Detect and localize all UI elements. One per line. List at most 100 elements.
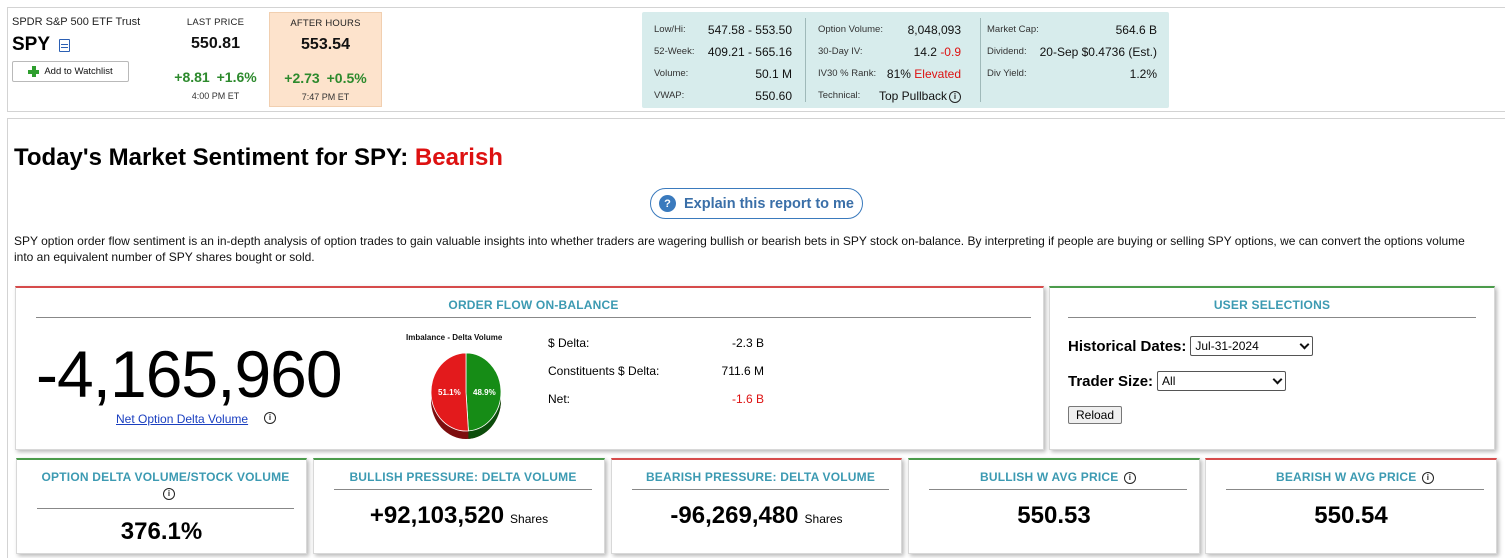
stat-value: 14.2 -0.9 bbox=[914, 41, 961, 63]
watchlist-label: Add to Watchlist bbox=[44, 66, 113, 77]
stat-value: 20-Sep $0.4736 (Est.) bbox=[1039, 45, 1157, 59]
page-title: Today's Market Sentiment for SPY: Bearis… bbox=[14, 144, 503, 172]
after-hours-label: AFTER HOURS bbox=[290, 18, 361, 29]
trader-size-value: All bbox=[1162, 374, 1176, 388]
stat-value: Top Pullback i bbox=[879, 85, 961, 107]
bearish-avg-title-text: BEARISH W AVG PRICE bbox=[1275, 470, 1417, 484]
after-hours-time: 7:47 PM ET bbox=[301, 92, 350, 102]
stat-label: VWAP: bbox=[654, 90, 685, 101]
chevron-down-icon bbox=[1272, 374, 1283, 384]
imbalance-pie-chart: 51.1% 48.9% bbox=[430, 352, 502, 439]
stat-label: Low/Hi: bbox=[654, 24, 686, 35]
bearish-pressure-number: -96,269,480 bbox=[670, 502, 799, 529]
bullish-pressure-value: +92,103,520 Shares bbox=[314, 502, 604, 530]
ticker-symbol: SPY bbox=[12, 34, 71, 56]
bullish-avg-title-text: BULLISH W AVG PRICE bbox=[979, 470, 1119, 484]
stat-value: 547.58 - 553.50 bbox=[707, 23, 792, 37]
bullish-pressure-title: BULLISH PRESSURE: DELTA VOLUME bbox=[334, 470, 592, 490]
stat-row: Option Volume: 8,048,093 bbox=[818, 19, 961, 41]
main-content bbox=[7, 118, 1505, 558]
bearish-avg-price-value: 550.54 bbox=[1314, 502, 1388, 529]
stat-value: 50.1 M bbox=[755, 67, 792, 81]
pie-label-bearish: 51.1% bbox=[438, 388, 461, 397]
pie-side-bullish bbox=[468, 392, 501, 439]
pie-slice-bearish bbox=[430, 352, 469, 432]
metric-row: Net: -1.6 B bbox=[548, 392, 764, 420]
metric-label: $ Delta: bbox=[548, 336, 590, 350]
order-flow-title: ORDER FLOW ON-BALANCE bbox=[36, 298, 1031, 318]
net-option-delta-volume-link[interactable]: Net Option Delta Volume bbox=[116, 412, 249, 426]
pie-label-bullish: 48.9% bbox=[473, 388, 496, 397]
historical-dates-label: Historical Dates: bbox=[1068, 337, 1187, 355]
bullish-avg-price-title: BULLISH W AVG PRICE i bbox=[929, 470, 1187, 490]
stat-value: 1.2% bbox=[1129, 67, 1157, 81]
metric-row: $ Delta: -2.3 B bbox=[548, 336, 764, 364]
stat-value: 564.6 B bbox=[1115, 23, 1157, 37]
stats-divider bbox=[805, 18, 806, 102]
stat-label: 30-Day IV: bbox=[818, 46, 863, 57]
ratio-title: OPTION DELTA VOLUME/STOCK VOLUME bbox=[37, 470, 294, 509]
stats-panel: Low/Hi: 547.58 - 553.50 52-Week: 409.21 - … bbox=[642, 12, 1169, 108]
stat-row: Technical: Top Pullback i bbox=[818, 85, 961, 107]
metric-label: Net: bbox=[548, 392, 571, 406]
plus-icon bbox=[28, 66, 40, 77]
stats-divider bbox=[980, 18, 981, 102]
question-icon: ? bbox=[659, 195, 676, 212]
ivrank-value: 81% bbox=[886, 67, 911, 81]
stat-label: Technical: bbox=[818, 90, 861, 101]
ratio-card: OPTION DELTA VOLUME/STOCK VOLUME i 376.1… bbox=[16, 458, 307, 554]
document-icon[interactable] bbox=[59, 38, 71, 52]
metric-row: Constituents $ Delta: 711.6 M bbox=[548, 364, 764, 392]
historical-dates-select[interactable]: Jul-31-2024 bbox=[1190, 336, 1314, 356]
technical-value: Top Pullback bbox=[878, 89, 947, 103]
bearish-pressure-value: -96,269,480 Shares bbox=[612, 502, 901, 530]
bearish-pressure-title: BEARISH PRESSURE: DELTA VOLUME bbox=[632, 470, 889, 490]
stat-label: IV30 % Rank: bbox=[818, 68, 877, 79]
trader-size-row: Trader Size: All bbox=[1068, 371, 1287, 391]
historical-dates-value: Jul-31-2024 bbox=[1195, 339, 1259, 353]
bullish-avg-price-card: BULLISH W AVG PRICE i 550.53 bbox=[908, 458, 1200, 554]
stat-value: 550.60 bbox=[755, 89, 792, 103]
report-description: SPY option order flow sentiment is an in… bbox=[14, 234, 1465, 264]
stat-row: Div Yield: 1.2% bbox=[987, 63, 1157, 85]
ivrank-status: Elevated bbox=[914, 67, 961, 81]
last-price-value: 550.81 bbox=[191, 35, 240, 52]
explain-report-button[interactable]: ? Explain this report to me bbox=[650, 188, 863, 219]
sentiment-label: Bearish bbox=[414, 144, 503, 171]
after-hours-price: 553.54 bbox=[301, 36, 350, 53]
stat-value: 409.21 - 565.16 bbox=[707, 45, 792, 59]
after-hours-block: AFTER HOURS 553.54 +2.73 +0.5% 7:47 PM E… bbox=[269, 12, 382, 107]
chevron-down-icon bbox=[1299, 339, 1310, 349]
after-hours-change: +2.73 +0.5% bbox=[270, 70, 381, 86]
stat-label: 52-Week: bbox=[654, 46, 695, 57]
metric-value: -2.3 B bbox=[731, 336, 764, 350]
stat-row: Low/Hi: 547.58 - 553.50 bbox=[654, 19, 792, 41]
info-icon[interactable]: i bbox=[1124, 471, 1136, 484]
trader-size-select[interactable]: All bbox=[1157, 371, 1287, 391]
delta-metrics: $ Delta: -2.3 B Constituents $ Delta: 711.… bbox=[548, 336, 764, 420]
info-icon[interactable]: i bbox=[163, 488, 175, 500]
after-change-pct: +0.5% bbox=[326, 70, 367, 86]
stat-label: Market Cap: bbox=[987, 24, 1039, 35]
bearish-avg-price-card: BEARISH W AVG PRICE i 550.54 bbox=[1205, 458, 1497, 554]
info-icon[interactable]: i bbox=[264, 412, 276, 424]
info-icon[interactable]: i bbox=[1422, 471, 1435, 484]
stat-label: Option Volume: bbox=[818, 24, 883, 35]
add-to-watchlist-button[interactable]: Add to Watchlist bbox=[12, 61, 129, 82]
last-change-abs: +8.81 bbox=[174, 69, 210, 85]
last-price-block: LAST PRICE 550.81 +8.81 +1.6% 4:00 PM ET bbox=[159, 8, 272, 106]
stat-value: 81% Elevated bbox=[887, 63, 961, 85]
quote-header: SPDR S&P 500 ETF Trust SPY Add to Watchl… bbox=[7, 7, 1505, 112]
metric-label: Constituents $ Delta: bbox=[548, 364, 660, 378]
after-change-abs: +2.73 bbox=[284, 70, 320, 86]
trader-size-label: Trader Size: bbox=[1068, 372, 1154, 390]
info-icon[interactable]: i bbox=[949, 90, 961, 103]
bearish-avg-price-title: BEARISH W AVG PRICE i bbox=[1226, 470, 1484, 490]
bearish-pressure-card: BEARISH PRESSURE: DELTA VOLUME -96,269,4… bbox=[611, 458, 902, 554]
iv30-change: -0.9 bbox=[940, 45, 961, 59]
iv30-value: 14.2 bbox=[913, 45, 937, 59]
stat-row: VWAP: 550.60 bbox=[654, 85, 792, 107]
shares-unit: Shares bbox=[510, 512, 549, 526]
reload-button[interactable]: Reload bbox=[1068, 406, 1122, 424]
stat-row: Volume: 50.1 M bbox=[654, 63, 792, 85]
